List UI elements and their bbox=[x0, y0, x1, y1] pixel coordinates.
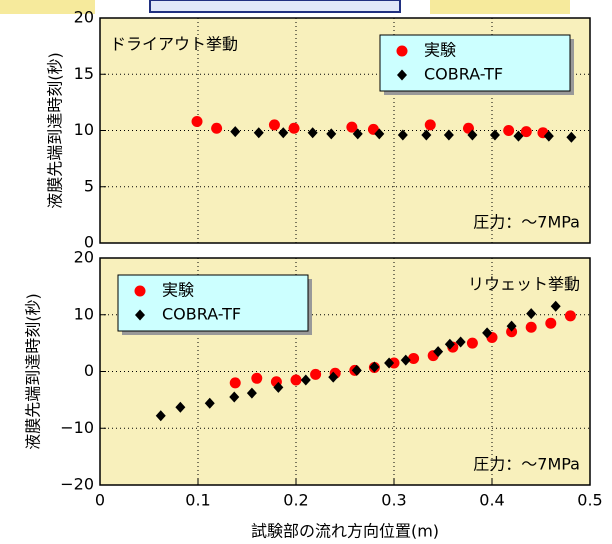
point bbox=[408, 353, 419, 364]
point bbox=[269, 119, 280, 130]
panel-title: ドライアウト挙動 bbox=[110, 35, 238, 54]
panel-title: リウェット挙動 bbox=[468, 275, 580, 294]
legend-swatch bbox=[397, 46, 408, 57]
annotation: 圧力：～7MPa bbox=[473, 213, 580, 232]
y-tick-label: 10 bbox=[74, 120, 94, 139]
legend-label: 実験 bbox=[424, 41, 456, 60]
point bbox=[503, 125, 514, 136]
legend-label: COBRA-TF bbox=[162, 305, 241, 324]
chart: 0 5 10 15 20 ドライアウト挙動圧力：～7MPa 液膜先端到達時刻(秒) 実験 COB… bbox=[0, 0, 612, 544]
decoration bbox=[150, 0, 400, 12]
point bbox=[545, 318, 556, 329]
point bbox=[289, 123, 300, 134]
point bbox=[565, 310, 576, 321]
point bbox=[425, 119, 436, 130]
x-axis-label: 試験部の流れ方向位置(m) bbox=[251, 522, 439, 541]
y-tick-label: 5 bbox=[84, 176, 94, 195]
point bbox=[230, 377, 241, 388]
y-tick-label: 0 bbox=[84, 361, 94, 380]
x-tick-label: 0.4 bbox=[479, 491, 504, 510]
point bbox=[251, 373, 262, 384]
x-tick-label: 0.1 bbox=[185, 491, 210, 510]
annotation: 圧力：～7MPa bbox=[473, 455, 580, 474]
x-tick-label: 0 bbox=[95, 491, 105, 510]
x-tick-label: 0.5 bbox=[577, 491, 602, 510]
x-tick-label: 0.3 bbox=[381, 491, 406, 510]
x-tick-label: 0.2 bbox=[283, 491, 308, 510]
point bbox=[526, 322, 537, 333]
y-tick-label: 20 bbox=[74, 248, 94, 267]
legend-swatch bbox=[135, 286, 146, 297]
legend-label: 実験 bbox=[162, 281, 194, 300]
y-tick-label: 10 bbox=[74, 304, 94, 323]
point bbox=[467, 338, 478, 349]
legend-label: COBRA-TF bbox=[424, 65, 503, 84]
point bbox=[192, 116, 203, 127]
y-tick-label: 20 bbox=[74, 8, 94, 27]
y-tick-label: −10 bbox=[60, 418, 94, 437]
point bbox=[310, 369, 321, 380]
point bbox=[291, 375, 302, 386]
y-axis-label: 液膜先端到達時刻(秒) bbox=[46, 52, 65, 209]
point bbox=[211, 123, 222, 134]
decoration bbox=[430, 0, 570, 14]
y-tick-label: 15 bbox=[74, 64, 94, 83]
y-axis-label: 液膜先端到達時刻(秒) bbox=[24, 293, 43, 450]
y-tick-label: −20 bbox=[60, 475, 94, 494]
